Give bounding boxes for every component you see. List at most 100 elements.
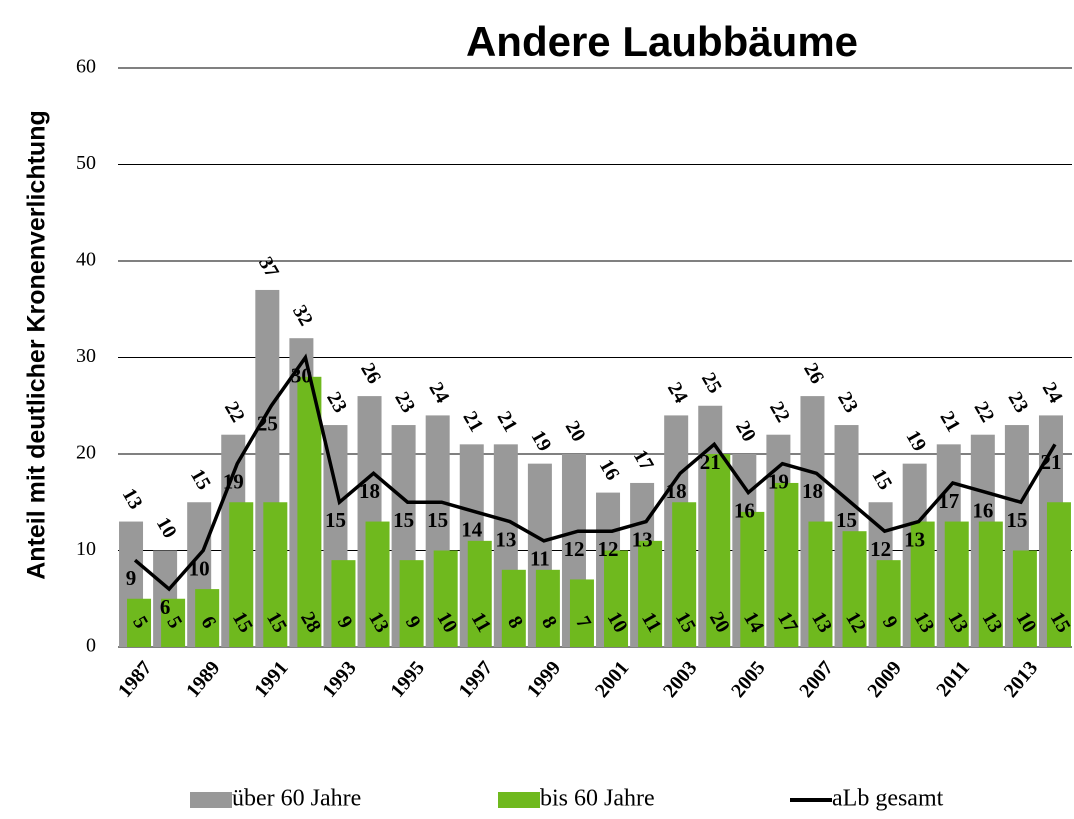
x-tick-label: 2007 <box>795 657 838 702</box>
data-label: 26 <box>356 359 385 387</box>
legend-swatch <box>498 792 540 808</box>
bar <box>229 502 254 647</box>
line <box>133 353 1057 592</box>
data-label: 15 <box>836 508 857 532</box>
data-label: 23 <box>390 388 419 416</box>
data-label: 11 <box>530 547 550 571</box>
data-label: 16 <box>734 498 755 522</box>
data-label: 20 <box>731 417 760 445</box>
data-label: 12 <box>870 537 891 561</box>
bar <box>774 482 799 647</box>
x-tick-label: 1997 <box>455 657 498 702</box>
data-label: 19 <box>223 469 244 493</box>
data-label: 22 <box>220 398 249 426</box>
data-label: 25 <box>697 369 726 397</box>
bar <box>331 560 356 647</box>
legend-label: bis 60 Jahre <box>540 786 655 812</box>
data-label: 19 <box>768 469 789 493</box>
data-label: 15 <box>393 508 414 532</box>
y-axis-label: Anteil mit deutlicher Kronenverlichtung <box>23 110 51 580</box>
x-tick-label: 2011 <box>932 657 974 701</box>
data-label: 24 <box>1038 379 1067 407</box>
bar <box>297 376 322 647</box>
y-tick-label: 60 <box>76 56 96 78</box>
data-label: 13 <box>632 527 653 551</box>
data-label: 24 <box>663 379 692 407</box>
data-label: 12 <box>563 537 584 561</box>
data-label: 25 <box>257 412 278 436</box>
y-tick-label: 40 <box>76 249 96 271</box>
y-tick-label: 0 <box>86 635 96 657</box>
bar <box>399 560 424 647</box>
y-tick-label: 20 <box>76 442 96 464</box>
bar <box>161 598 186 647</box>
data-label: 15 <box>427 508 448 532</box>
bar <box>944 521 969 647</box>
bar <box>740 511 765 647</box>
bar <box>1046 502 1071 647</box>
data-label: 21 <box>700 450 721 474</box>
data-label: 15 <box>867 465 896 493</box>
chart-title: Andere Laubbäume <box>466 18 858 65</box>
data-label: 15 <box>1006 508 1027 532</box>
bar <box>501 569 526 647</box>
bar <box>706 454 731 647</box>
x-tick-label: 2005 <box>727 657 770 702</box>
data-label: 30 <box>291 363 312 387</box>
data-label: 21 <box>493 407 522 435</box>
data-label: 23 <box>322 388 351 416</box>
data-label: 13 <box>904 527 925 551</box>
data-label: 17 <box>629 446 658 474</box>
data-label: 10 <box>189 556 210 580</box>
x-tick-label: 1995 <box>386 657 429 702</box>
data-label: 23 <box>833 388 862 416</box>
bar <box>910 521 935 647</box>
bar <box>638 540 663 647</box>
bar <box>1012 550 1037 647</box>
bar <box>842 531 867 647</box>
bar <box>263 502 288 647</box>
data-label: 13 <box>118 485 147 513</box>
data-label: 19 <box>901 427 930 455</box>
bar <box>195 589 220 647</box>
y-tick-label: 30 <box>76 345 96 367</box>
x-tick-label: 1993 <box>318 657 361 702</box>
data-label: 18 <box>802 479 823 503</box>
data-label: 37 <box>254 253 283 281</box>
data-label: 10 <box>152 514 181 542</box>
x-tick-label: 1999 <box>523 657 566 702</box>
data-label: 22 <box>765 398 794 426</box>
bar <box>604 550 629 647</box>
data-label: 12 <box>598 537 619 561</box>
bar <box>467 540 492 647</box>
data-label: 26 <box>799 359 828 387</box>
data-label: 16 <box>972 498 993 522</box>
data-label: 32 <box>288 301 317 329</box>
bar <box>535 569 560 647</box>
bar <box>569 579 594 647</box>
y-tick-label: 50 <box>76 152 96 174</box>
x-tick-label: 1987 <box>114 657 157 702</box>
data-label: 15 <box>186 465 215 493</box>
data-label: 16 <box>595 456 624 484</box>
bar <box>672 502 697 647</box>
x-tick-label: 2009 <box>863 657 906 702</box>
data-label: 18 <box>666 479 687 503</box>
data-label: 21 <box>935 407 964 435</box>
data-label: 21 <box>1040 450 1061 474</box>
x-tick-label: 2001 <box>591 657 634 702</box>
x-tick-label: 2013 <box>1000 657 1043 702</box>
x-tick-label: 1991 <box>250 657 293 702</box>
data-label: 19 <box>527 427 556 455</box>
legend-swatch <box>190 792 232 808</box>
data-label: 9 <box>126 566 137 590</box>
bar <box>876 560 901 647</box>
data-label: 18 <box>359 479 380 503</box>
data-label: 22 <box>970 398 999 426</box>
data-label: 20 <box>561 417 590 445</box>
data-label: 23 <box>1004 388 1033 416</box>
data-label: 24 <box>424 379 453 407</box>
bar <box>433 550 458 647</box>
y-tick-label: 10 <box>76 538 96 560</box>
